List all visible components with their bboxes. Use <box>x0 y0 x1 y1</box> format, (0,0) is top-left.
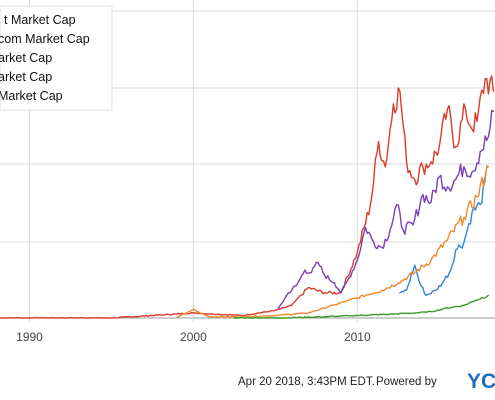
series-line-2 <box>277 109 495 309</box>
x-axis-ticks: 1990 2000 2010 <box>16 330 371 344</box>
legend-entry-5[interactable]: Market Cap <box>0 89 63 103</box>
series-line-4 <box>176 165 490 318</box>
chart-footer: Apr 20 2018, 3:43PM EDT. Powered by YC <box>238 370 495 393</box>
legend-entry-3[interactable]: arket Cap <box>0 51 52 65</box>
chart-series <box>0 75 495 319</box>
legend-entry-4[interactable]: arket Cap <box>0 70 52 84</box>
legend-entry-1[interactable]: t Market Cap <box>4 13 76 27</box>
series-line-1 <box>0 75 495 319</box>
legend-entry-2[interactable]: com Market Cap <box>0 32 90 46</box>
legend-box <box>0 5 113 111</box>
series-line-5 <box>233 294 490 319</box>
footer-powered-by: Powered by <box>376 376 437 388</box>
chart-legend: t Market Cap com Market Cap arket Cap arket… <box>0 5 113 111</box>
series-line-3 <box>399 166 490 296</box>
ycharts-logo[interactable]: YC <box>467 370 495 393</box>
x-tick-label: 2010 <box>344 330 371 344</box>
x-tick-label: 2000 <box>180 330 207 344</box>
footer-timestamp: Apr 20 2018, 3:43PM EDT. <box>238 376 375 388</box>
x-tick-label: 1990 <box>16 330 43 344</box>
